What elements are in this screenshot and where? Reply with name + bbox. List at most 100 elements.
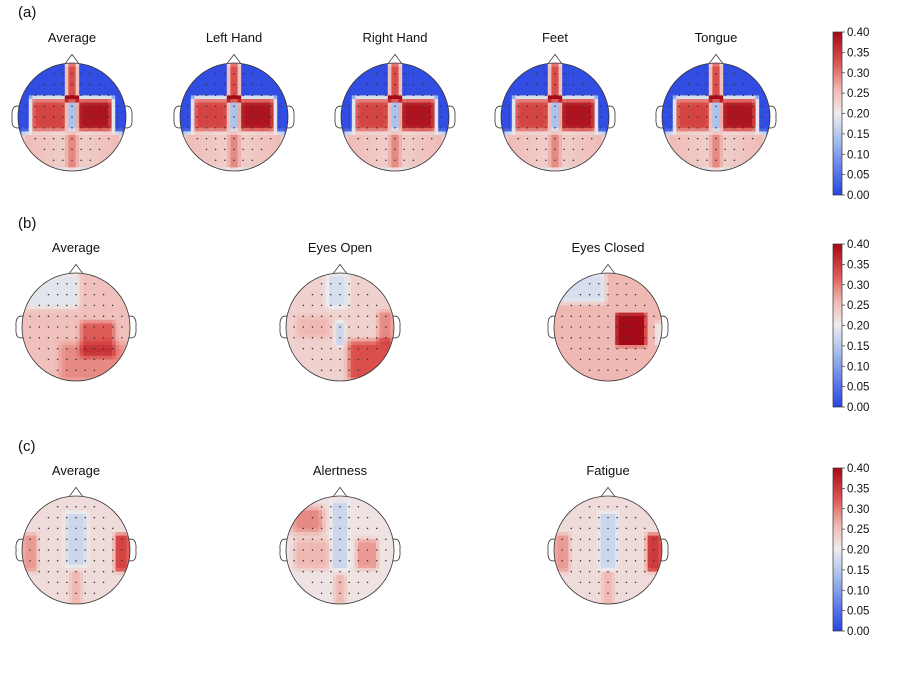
electrode xyxy=(561,560,563,562)
electrode xyxy=(678,137,681,140)
electrode xyxy=(598,347,600,350)
electrode xyxy=(375,83,378,86)
right-ear xyxy=(660,315,669,339)
electrode xyxy=(62,137,64,140)
electrode xyxy=(669,127,671,129)
electrode xyxy=(366,148,369,151)
electrode xyxy=(224,137,226,140)
topomap: Eyes Closed xyxy=(547,240,669,382)
electrode xyxy=(653,337,655,339)
electrode xyxy=(93,347,96,350)
topomap-title: Feet xyxy=(542,30,568,45)
electrode xyxy=(233,105,235,107)
electrode xyxy=(205,148,208,151)
electrode xyxy=(517,94,520,97)
head-outline xyxy=(285,495,395,605)
electrode xyxy=(643,538,646,540)
electrode xyxy=(330,337,332,339)
electrode xyxy=(214,127,217,129)
electrode xyxy=(616,369,618,371)
electrode xyxy=(366,337,369,339)
electrode xyxy=(545,148,547,151)
electrode xyxy=(598,369,600,371)
electrode xyxy=(66,358,68,361)
electrode xyxy=(339,304,341,307)
electrode xyxy=(121,538,123,540)
electrode xyxy=(38,570,41,573)
electrode xyxy=(706,73,708,75)
electrode xyxy=(187,116,189,118)
electrode xyxy=(598,592,600,594)
electrode xyxy=(293,337,295,339)
electrode xyxy=(93,304,96,307)
electrode xyxy=(269,127,272,129)
head-outline xyxy=(285,272,395,382)
electrode xyxy=(421,148,424,151)
electrode xyxy=(581,83,584,86)
electrode xyxy=(607,304,609,307)
electrode xyxy=(89,116,92,118)
electrode xyxy=(47,293,50,296)
electrode xyxy=(66,570,68,573)
electrode xyxy=(430,127,433,129)
electrode xyxy=(625,358,628,361)
electrode xyxy=(56,358,59,361)
electrode xyxy=(563,127,565,129)
electrode xyxy=(320,570,323,573)
electrode xyxy=(66,293,68,296)
electrode xyxy=(375,94,378,97)
electrode xyxy=(93,538,96,540)
colorbar-tick-label: 0.00 xyxy=(847,626,869,638)
electrode xyxy=(600,116,602,118)
electrode xyxy=(563,159,565,161)
electrode xyxy=(545,83,547,86)
electrode xyxy=(607,358,609,361)
electrode xyxy=(653,315,655,317)
electrode xyxy=(107,127,110,129)
electrode xyxy=(71,159,73,161)
electrode xyxy=(366,116,369,118)
electrode xyxy=(625,570,628,573)
electrode xyxy=(117,127,119,129)
electrode xyxy=(588,516,591,519)
electrode xyxy=(38,560,41,562)
electrode xyxy=(80,159,82,161)
topomap-title: Right Hand xyxy=(362,30,427,45)
electrode xyxy=(330,304,332,307)
electrode xyxy=(634,570,637,573)
electrode xyxy=(75,315,77,317)
electrode xyxy=(242,94,244,97)
electrode xyxy=(71,148,73,151)
electrode xyxy=(320,358,323,361)
electrode xyxy=(535,148,538,151)
electrode xyxy=(52,116,55,118)
electrode xyxy=(554,137,556,140)
electrode xyxy=(311,326,314,328)
electrode xyxy=(293,549,295,551)
electrode xyxy=(561,326,563,328)
electrode xyxy=(696,159,699,161)
electrode xyxy=(724,148,726,151)
electrode xyxy=(616,592,618,594)
electrode xyxy=(330,506,332,508)
electrode xyxy=(233,73,235,75)
electrode xyxy=(311,581,314,584)
electrode xyxy=(706,94,708,97)
electrode xyxy=(302,315,305,317)
electrode xyxy=(260,116,263,118)
electrode xyxy=(330,581,332,584)
electrode xyxy=(403,116,405,118)
electrode xyxy=(616,337,618,339)
electrode xyxy=(339,326,341,328)
electrode xyxy=(545,116,547,118)
electrode xyxy=(93,369,96,371)
electrode xyxy=(187,127,189,129)
electrode xyxy=(251,116,254,118)
electrode xyxy=(625,293,628,296)
electrode xyxy=(375,549,378,551)
electrode xyxy=(588,581,591,584)
electrode xyxy=(52,148,55,151)
electrode xyxy=(357,293,360,296)
electrode xyxy=(375,570,378,573)
